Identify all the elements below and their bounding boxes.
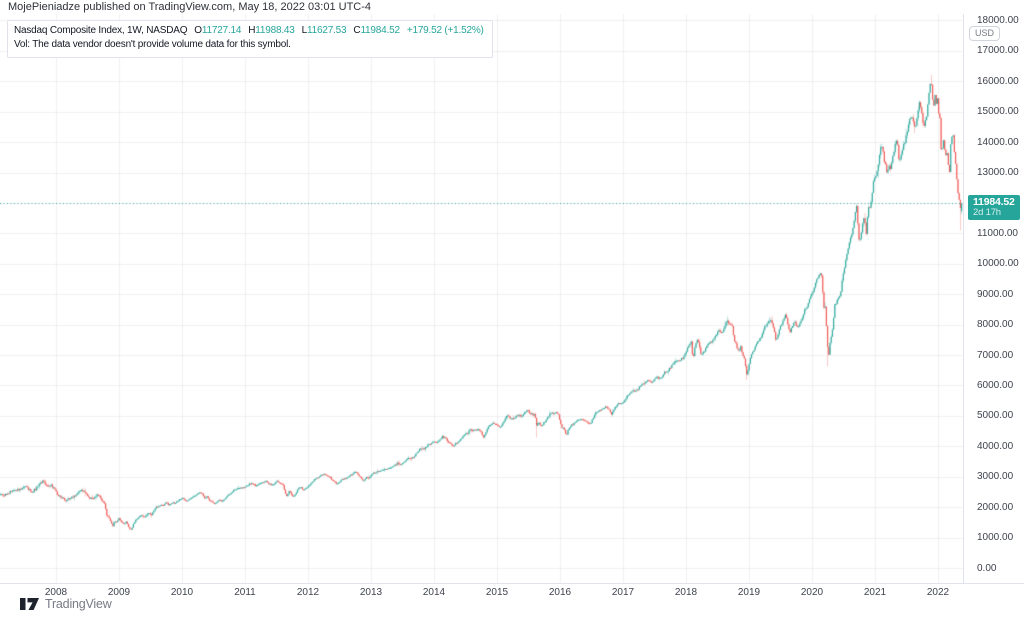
ohlc-low: L11627.53 [301,25,347,36]
year-tick-label: 2014 [422,587,446,598]
price-tick-label: 14000.00 [977,136,1019,148]
year-tick-label: 2018 [674,587,698,598]
legend-box: Nasdaq Composite Index, 1W, NASDAQ O11727… [7,20,493,58]
price-tick-label: 2000.00 [977,501,1014,513]
last-price-value: 11984.52 [973,195,1015,208]
tradingview-logo-text[interactable]: TradingView [45,597,112,611]
tradingview-logo-icon[interactable] [20,597,39,611]
price-tick-label: 10000.00 [977,258,1019,270]
year-tick-label: 2016 [548,587,572,598]
footer: TradingView [20,597,112,611]
price-tick-label: 18000.00 [977,14,1019,26]
year-tick-label: 2010 [170,587,194,598]
price-tick-label: 4000.00 [977,440,1014,452]
year-tick-label: 2011 [234,587,256,598]
price-tick-label: 5000.00 [977,410,1014,422]
year-tick-label: 2012 [296,587,320,598]
year-tick-label: 2019 [737,587,761,598]
price-tick-label: 6000.00 [977,379,1014,391]
year-tick-label: 2020 [800,587,824,598]
bar-countdown: 2d 17h [973,206,1001,218]
price-tick-label: 17000.00 [977,45,1019,57]
ohlc-high: H11988.43 [248,25,295,36]
price-tick-label: 0.00 [977,562,997,574]
year-tick-label: 2008 [44,587,68,598]
ohlc-close: C11984.52 [353,25,400,36]
price-tick-label: 11000.00 [977,227,1018,239]
year-tick-label: 2017 [611,587,635,598]
price-tick-label: 1000.00 [977,532,1014,544]
time-axis-border [0,583,1024,584]
price-axis-border [963,14,964,583]
year-tick-label: 2015 [485,587,509,598]
year-tick-label: 2021 [863,587,887,598]
attribution-text: MojePieniadze published on TradingView.c… [8,1,372,13]
change-value: +179.52 (+1.52%) [406,25,484,36]
price-tick-label: 8000.00 [977,319,1014,331]
price-tick-label: 3000.00 [977,471,1014,483]
symbol-title: Nasdaq Composite Index, 1W, NASDAQ [14,25,188,36]
price-tick-label: 16000.00 [977,75,1019,87]
year-tick-label: 2022 [926,587,950,598]
year-tick-label: 2013 [359,587,383,598]
price-tick-label: 7000.00 [977,349,1014,361]
price-tick-label: 13000.00 [977,167,1019,179]
price-tick-label: 9000.00 [977,288,1014,300]
currency-badge: USD [969,26,1001,41]
volume-note: Vol: The data vendor doesn't provide vol… [14,39,291,50]
year-tick-label: 2009 [107,587,131,598]
last-price-badge: 11984.52 2d 17h [968,194,1020,220]
price-tick-label: 15000.00 [977,106,1019,118]
legend-line-1: Nasdaq Composite Index, 1W, NASDAQ O11727… [14,24,484,38]
ohlc-open: O11727.14 [194,25,242,36]
